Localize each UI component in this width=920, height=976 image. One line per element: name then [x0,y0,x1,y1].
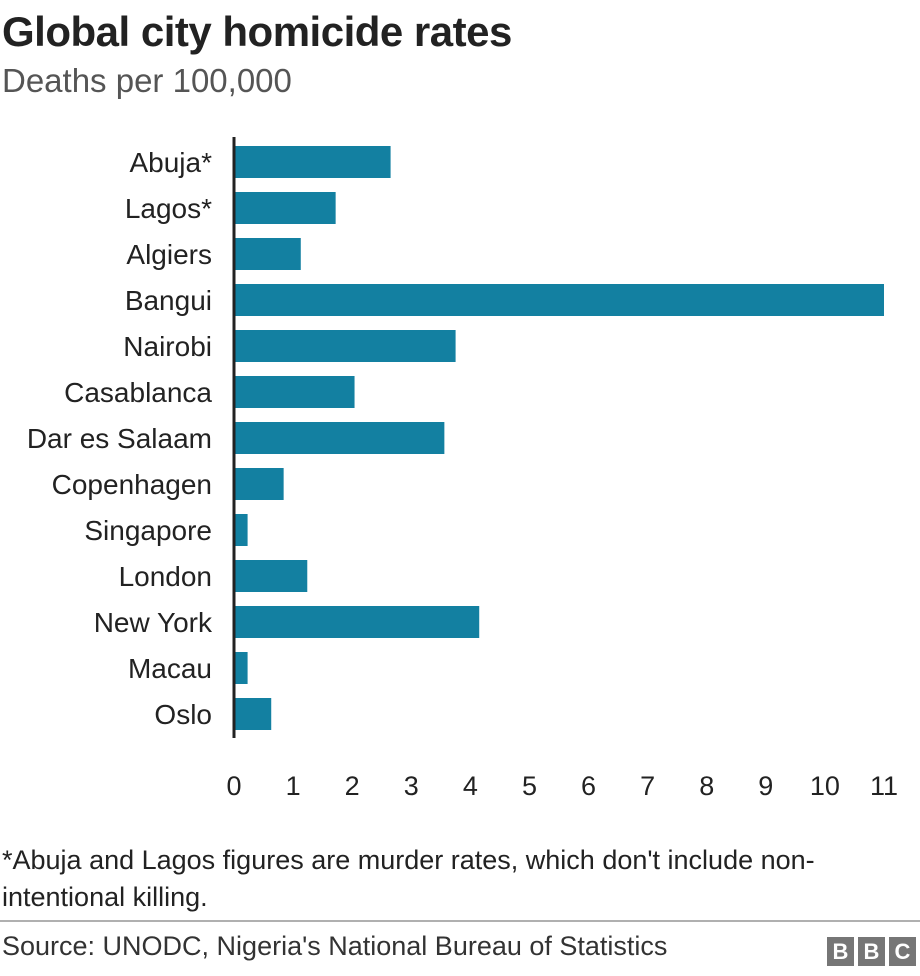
logo-letter: C [889,937,916,966]
bar [234,330,456,362]
chart-subtitle: Deaths per 100,000 [2,62,292,99]
bar [234,284,884,316]
category-label: London [119,561,212,592]
x-tick-label: 10 [810,771,840,801]
x-tick-label: 4 [463,771,478,801]
footnote: *Abuja and Lagos figures are murder rate… [2,845,815,912]
bar [234,560,308,592]
logo-letter: B [827,937,854,966]
bar [234,698,272,730]
x-tick-label: 5 [522,771,537,801]
category-label: New York [94,607,213,638]
category-label: Copenhagen [52,469,212,500]
x-tick-label: 8 [699,771,714,801]
x-tick-label: 1 [286,771,301,801]
bar [234,146,391,178]
chart-title: Global city homicide rates [2,8,512,55]
bar [234,192,336,224]
bar [234,238,301,270]
category-label: Dar es Salaam [27,423,212,454]
x-tick-label: 6 [581,771,596,801]
category-label: Macau [128,653,212,684]
category-label: Nairobi [123,331,212,362]
category-label: Oslo [154,699,212,730]
source-divider [0,920,920,922]
source-text: Source: UNODC, Nigeria's National Bureau… [2,931,668,961]
bar [234,468,284,500]
bbc-logo: B B C [827,937,916,966]
category-label: Algiers [126,239,212,270]
logo-letter: B [858,937,885,966]
bar [234,514,248,546]
bar [234,422,445,454]
x-tick-label: 11 [870,771,898,801]
category-label: Lagos* [125,193,212,224]
bar [234,606,480,638]
bar [234,652,248,684]
x-tick-label: 3 [404,771,419,801]
bar [234,376,355,408]
category-label: Bangui [125,285,212,316]
x-tick-label: 2 [345,771,360,801]
x-tick-label: 0 [226,771,241,801]
bar-chart: Abuja* Lagos* Algiers Bangui Nairobi Casablan… [27,137,898,801]
category-label: Singapore [84,515,212,546]
category-label: Abuja* [129,147,212,178]
category-label: Casablanca [64,377,212,408]
x-tick-label: 7 [640,771,655,801]
x-tick-label: 9 [758,771,773,801]
